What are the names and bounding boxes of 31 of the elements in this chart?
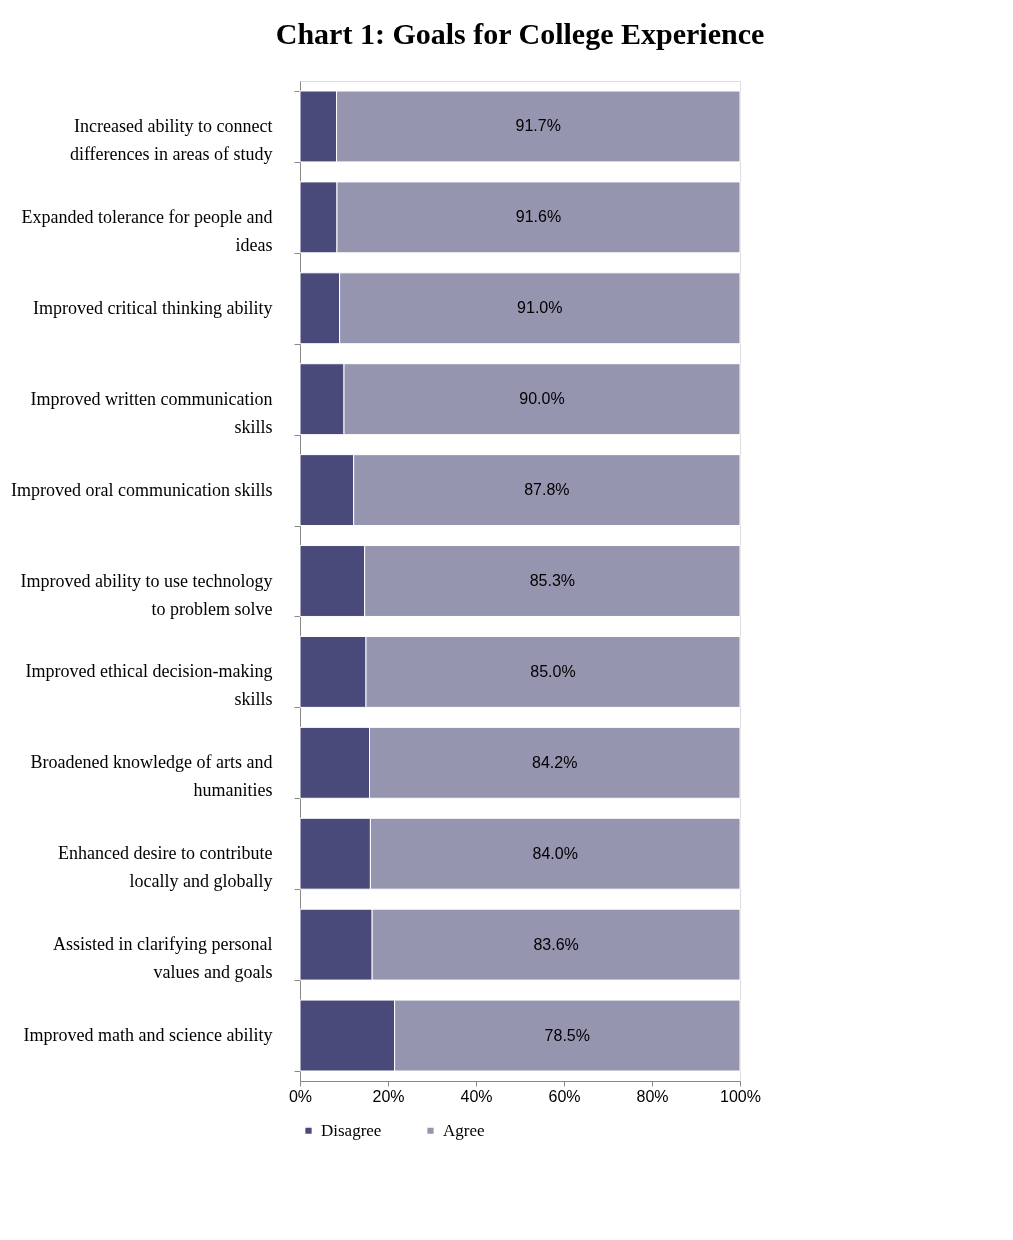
legend-label: Disagree [321, 1120, 382, 1140]
y-tick-label: Increased ability to connect differences in areas of study [69, 115, 273, 164]
y-tick-label: Improved ability to use technology to problem solve [20, 570, 273, 619]
data-label: 91.0% [517, 299, 563, 317]
y-tick-label: Expanded tolerance for people and ideas [21, 206, 273, 255]
y-tick-label: Assisted in clarifying personal values and goals [53, 934, 273, 983]
x-tick-label: 40% [460, 1087, 493, 1105]
y-tick-label: Improved oral communication skills [11, 479, 273, 500]
x-tick-label: 80% [636, 1087, 669, 1105]
x-tick-label: 0% [288, 1087, 313, 1105]
x-tick-label: 60% [548, 1087, 581, 1105]
x-tick-label: 20% [372, 1087, 405, 1105]
y-tick-label: Improved math and science ability [23, 1025, 273, 1046]
data-label: 87.8% [524, 481, 570, 499]
data-label: 91.7% [515, 117, 561, 135]
data-label: 84.0% [532, 844, 578, 862]
x-tick-label: 100% [720, 1087, 761, 1105]
data-label: 91.6% [515, 208, 562, 226]
data-label: 84.2% [532, 753, 578, 771]
y-tick-label: Improved critical thinking ability [33, 297, 273, 318]
data-label: 78.5% [544, 1026, 590, 1044]
y-tick-label: Improved ethical decision-making skills [25, 661, 273, 710]
data-label: 90.0% [519, 390, 565, 408]
legend-label: Agree [443, 1120, 485, 1140]
data-label: 85.3% [529, 572, 576, 589]
y-tick-label: Broadened knowledge of arts and humanities [30, 752, 273, 801]
chart-title: Chart 1: Goals for College Experience [275, 17, 765, 50]
data-label: 83.6% [533, 935, 579, 953]
y-tick-label: Improved written communication skills [30, 388, 273, 437]
y-tick-label: Enhanced desire to contribute locally and globally [58, 843, 273, 892]
data-label: 85.0% [530, 662, 576, 680]
